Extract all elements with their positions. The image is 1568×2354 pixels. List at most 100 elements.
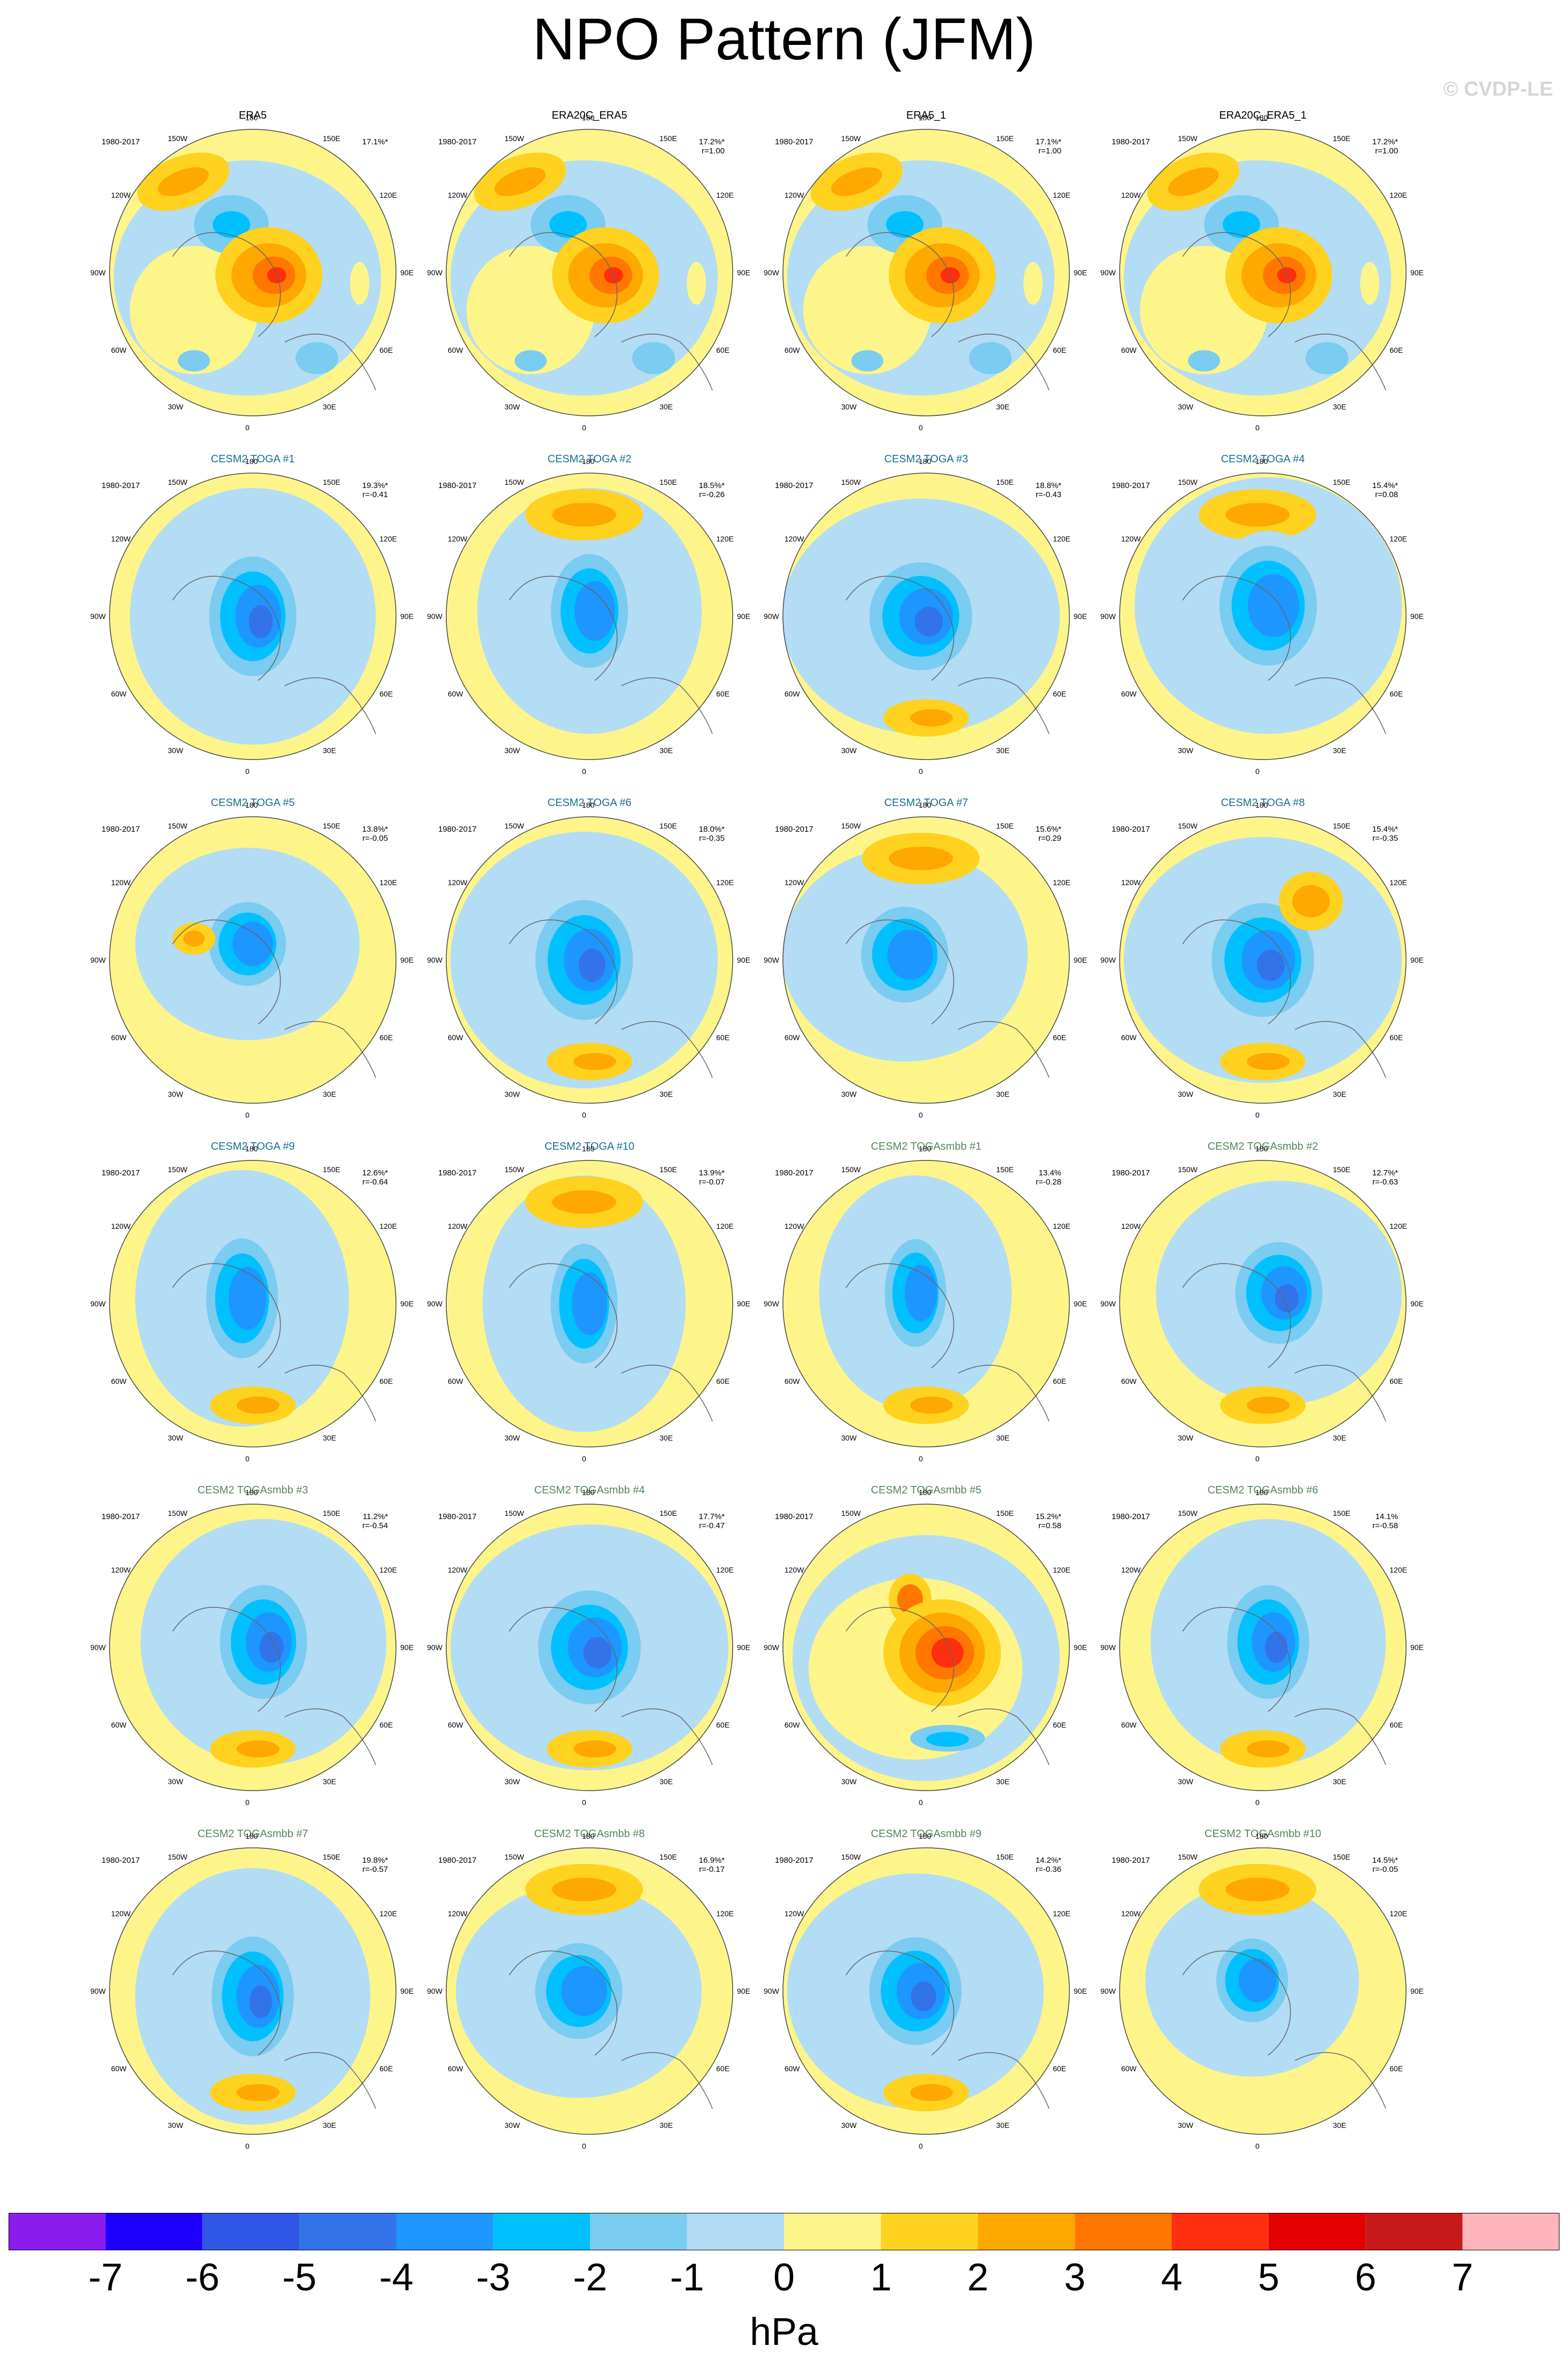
panel-period: 1980-2017 xyxy=(775,825,813,834)
panel-percent: 17.1%* xyxy=(362,137,388,146)
longitude-label: 180 xyxy=(1255,1832,1268,1840)
longitude-label: 180 xyxy=(1255,1144,1268,1153)
colorbar-tick-label: -4 xyxy=(379,2256,414,2299)
longitude-label: 30E xyxy=(1333,746,1346,755)
longitude-label: 150W xyxy=(168,1165,188,1174)
longitude-label: 150E xyxy=(659,477,677,486)
panel-variance: 18.0%* r=-0.35 xyxy=(699,825,725,843)
longitude-label: 180 xyxy=(582,113,595,122)
colorbar-tick-label: -3 xyxy=(476,2256,510,2299)
longitude-label: 150W xyxy=(1178,1508,1198,1517)
panel-percent: 19.3%* xyxy=(362,481,388,490)
longitude-label: 30W xyxy=(168,2121,183,2130)
panel-title: CESM2 TOGA #6 xyxy=(547,797,632,809)
colorbar-units: hPa xyxy=(749,2311,819,2353)
longitude-label: 60E xyxy=(379,1033,393,1042)
longitude-label: 90E xyxy=(1410,1643,1424,1652)
colorbar-swatch xyxy=(881,2213,978,2250)
longitude-label: 180 xyxy=(919,457,932,466)
longitude-label: 150E xyxy=(996,821,1014,830)
longitude-label: 60W xyxy=(784,1377,800,1385)
longitude-label: 0 xyxy=(582,1798,586,1807)
panel-variance: 17.2%* r=1.00 xyxy=(1372,137,1398,156)
longitude-label: 120W xyxy=(784,1909,804,1918)
panel-title: ERA20C_ERA5 xyxy=(552,110,627,121)
longitude-label: 120E xyxy=(716,1222,734,1230)
map-panel: CESM2 TOGAsmbb #6 1980-2017 14.1% r=-0.58 18… xyxy=(1100,1484,1424,1816)
longitude-label: 150W xyxy=(504,1852,524,1861)
longitude-label: 120W xyxy=(111,1566,131,1574)
longitude-label: 30W xyxy=(504,1090,520,1099)
longitude-label: 180 xyxy=(919,801,932,809)
longitude-label: 120E xyxy=(1053,1222,1070,1230)
longitude-label: 90E xyxy=(400,956,414,964)
longitude-label: 150W xyxy=(504,134,524,143)
longitude-label: 60E xyxy=(716,346,730,354)
longitude-label: 120E xyxy=(1390,1566,1407,1574)
panel-correlation: r=0.58 xyxy=(1038,1521,1061,1530)
longitude-label: 30W xyxy=(504,2121,520,2130)
panel-variance: 19.3%* r=-0.41 xyxy=(362,481,388,499)
panel-correlation: r=-0.05 xyxy=(362,834,388,843)
longitude-label: 60E xyxy=(716,1377,730,1385)
map-panel: CESM2 TOGAsmbb #8 1980-2017 16.9%* r=-0.17 1… xyxy=(427,1828,750,2159)
polar-map xyxy=(1119,1847,1407,2135)
longitude-label: 90E xyxy=(1074,1299,1087,1308)
longitude-label: 30W xyxy=(168,746,183,755)
longitude-label: 180 xyxy=(245,1488,258,1497)
longitude-label: 30E xyxy=(323,402,336,412)
panel-correlation: r=-0.47 xyxy=(699,1521,725,1530)
longitude-label: 150W xyxy=(504,821,524,830)
longitude-label: 60E xyxy=(716,1721,730,1729)
map-panel: CESM2 TOGA #1 1980-2017 19.3%* r=-0.41 180 15… xyxy=(90,453,414,785)
longitude-label: 60E xyxy=(379,2064,393,2073)
longitude-label: 30E xyxy=(659,1777,673,1786)
longitude-label: 90W xyxy=(90,1299,106,1308)
map-panel: CESM2 TOGAsmbb #5 1980-2017 15.2%* r=0.58 18… xyxy=(764,1484,1087,1816)
panel-variance: 17.7%* r=-0.47 xyxy=(699,1512,725,1530)
panel-period: 1980-2017 xyxy=(1112,1168,1150,1178)
colorbar-tick-label: 5 xyxy=(1257,2256,1279,2299)
polar-map xyxy=(446,816,733,1104)
longitude-label: 120E xyxy=(1053,191,1070,199)
panel-variance: 14.2%* r=-0.36 xyxy=(1036,1856,1061,1874)
panel-period: 1980-2017 xyxy=(438,825,477,834)
colorbar-swatch xyxy=(1462,2213,1559,2250)
longitude-label: 150E xyxy=(996,477,1014,486)
panel-variance: 17.1%* r=1.00 xyxy=(1036,137,1061,156)
longitude-label: 120W xyxy=(447,878,468,887)
longitude-label: 30W xyxy=(168,402,183,412)
panel-title: CESM2 TOGA #7 xyxy=(884,797,968,809)
longitude-label: 90E xyxy=(737,268,750,277)
panel-percent: 15.6%* xyxy=(1035,825,1061,834)
panel-title: CESM2 TOGAsmbb #6 xyxy=(1207,1484,1318,1496)
cvdp-watermark: © CVDP-LE xyxy=(1443,78,1553,100)
polar-map xyxy=(1119,473,1407,760)
longitude-label: 0 xyxy=(245,1454,250,1463)
panel-percent: 18.5%* xyxy=(698,481,725,490)
longitude-label: 90E xyxy=(400,1987,414,1995)
panel-title: CESM2 TOGAsmbb #4 xyxy=(534,1484,645,1496)
longitude-label: 60W xyxy=(447,346,463,354)
colorbar-swatch xyxy=(105,2213,203,2250)
panel-variance: 11.2%* r=-0.54 xyxy=(362,1512,388,1530)
longitude-label: 30E xyxy=(996,1434,1010,1443)
longitude-label: 90E xyxy=(1410,956,1424,964)
longitude-label: 0 xyxy=(582,1454,586,1463)
longitude-label: 90E xyxy=(1410,1987,1424,1995)
polar-map xyxy=(446,1160,733,1447)
panel-percent: 18.8%* xyxy=(1035,481,1061,490)
longitude-label: 90E xyxy=(1074,956,1087,964)
longitude-label: 180 xyxy=(1255,113,1268,122)
longitude-label: 0 xyxy=(245,767,250,776)
panel-variance: 15.4%* r=0.08 xyxy=(1372,481,1398,499)
longitude-label: 120W xyxy=(1121,191,1141,199)
longitude-label: 60W xyxy=(111,1377,127,1385)
longitude-label: 180 xyxy=(919,1832,932,1840)
longitude-label: 120W xyxy=(111,191,131,199)
longitude-label: 90E xyxy=(737,612,750,621)
longitude-label: 120E xyxy=(716,535,734,543)
longitude-label: 60E xyxy=(1053,2064,1067,2073)
longitude-label: 150W xyxy=(841,1852,861,1861)
longitude-label: 180 xyxy=(245,113,258,122)
